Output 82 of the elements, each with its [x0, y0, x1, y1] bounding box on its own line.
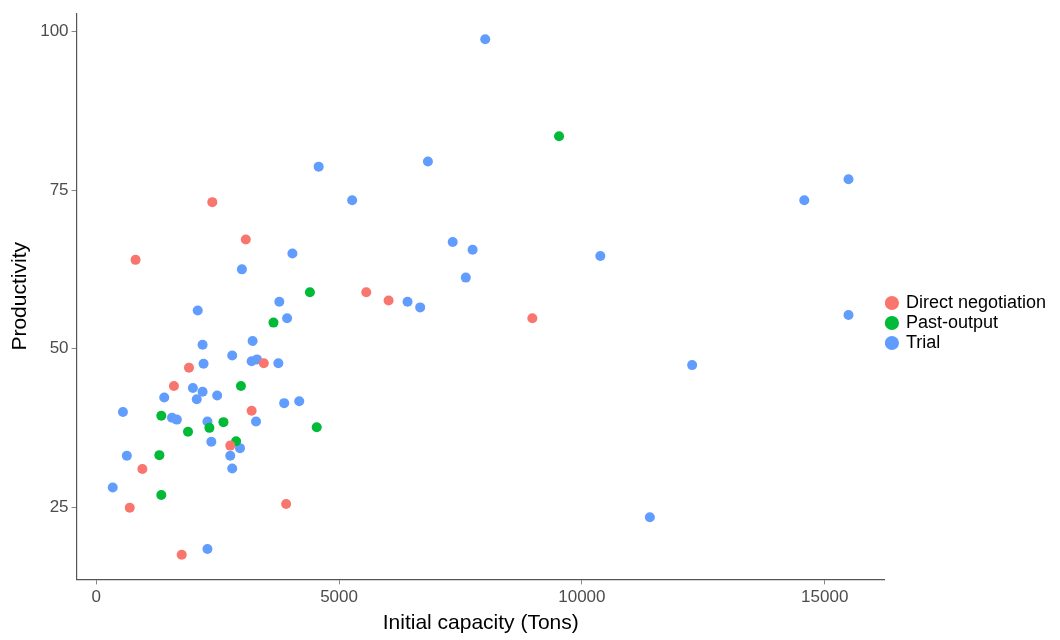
point: [268, 317, 279, 328]
point: [247, 336, 258, 346]
point: [240, 234, 251, 245]
point: [282, 313, 293, 324]
point: [234, 443, 245, 454]
point: [137, 464, 148, 475]
x-tick-label: 0: [91, 587, 101, 607]
point: [207, 197, 218, 208]
point: [236, 264, 247, 275]
point: [225, 450, 236, 461]
x-axis-title: Initial capacity (Tons): [382, 610, 579, 634]
point: [273, 358, 284, 369]
y-tick-label: 25: [49, 496, 69, 516]
point: [402, 296, 413, 307]
y-tick-label: 100: [40, 21, 69, 41]
point: [218, 417, 229, 428]
point: [595, 251, 606, 262]
point: [156, 490, 167, 501]
point: [235, 381, 246, 392]
point: [843, 310, 854, 320]
point: [124, 502, 135, 513]
point: [467, 244, 478, 255]
point: [227, 463, 238, 474]
point: [287, 248, 298, 259]
x-tick-label: 10000: [558, 587, 606, 607]
point: [246, 405, 257, 416]
point: [554, 131, 565, 142]
x-tick-label: 15000: [801, 587, 849, 607]
point: [246, 356, 257, 367]
point: [192, 305, 203, 316]
point: [198, 358, 209, 369]
point: [183, 426, 194, 437]
point: [154, 450, 165, 461]
point: [206, 436, 217, 447]
point: [159, 392, 170, 403]
point: [204, 422, 215, 433]
point: [460, 272, 471, 283]
point: [197, 386, 208, 397]
point: [156, 410, 167, 421]
point: [480, 34, 491, 45]
point: [121, 450, 132, 461]
point: [294, 396, 305, 407]
point: [197, 339, 208, 350]
point: [422, 156, 433, 167]
y-tick-label: 75: [49, 179, 69, 199]
y-axis-title: Productivity: [7, 241, 31, 351]
y-tick-label: 50: [49, 338, 69, 358]
point: [225, 440, 236, 451]
point: [279, 398, 290, 409]
point: [251, 416, 262, 427]
point: [361, 287, 372, 298]
point: [687, 360, 698, 371]
point: [447, 237, 458, 248]
point: [202, 543, 213, 554]
point: [415, 302, 426, 313]
point: [191, 394, 202, 405]
point: [130, 254, 141, 265]
x-tick-label: 5000: [320, 587, 358, 607]
point: [183, 362, 194, 373]
point: [107, 482, 118, 493]
legend-label: Past-output: [905, 311, 998, 332]
point: [347, 195, 358, 206]
legend-label: Trial: [905, 331, 941, 352]
point: [274, 296, 285, 307]
point: [527, 313, 538, 324]
point: [281, 498, 292, 509]
point: [258, 358, 269, 369]
point: [171, 414, 182, 425]
point: [176, 549, 187, 560]
point: [799, 195, 810, 206]
point: [644, 512, 655, 523]
point: [117, 407, 128, 418]
point: [187, 382, 198, 393]
point: [168, 381, 179, 392]
point: [311, 422, 322, 433]
point: [843, 174, 854, 185]
point: [304, 287, 315, 298]
point: [383, 295, 394, 306]
legend-label: Direct negotiation: [905, 291, 1047, 312]
point: [212, 390, 223, 401]
point: [313, 161, 324, 172]
point: [227, 350, 238, 361]
